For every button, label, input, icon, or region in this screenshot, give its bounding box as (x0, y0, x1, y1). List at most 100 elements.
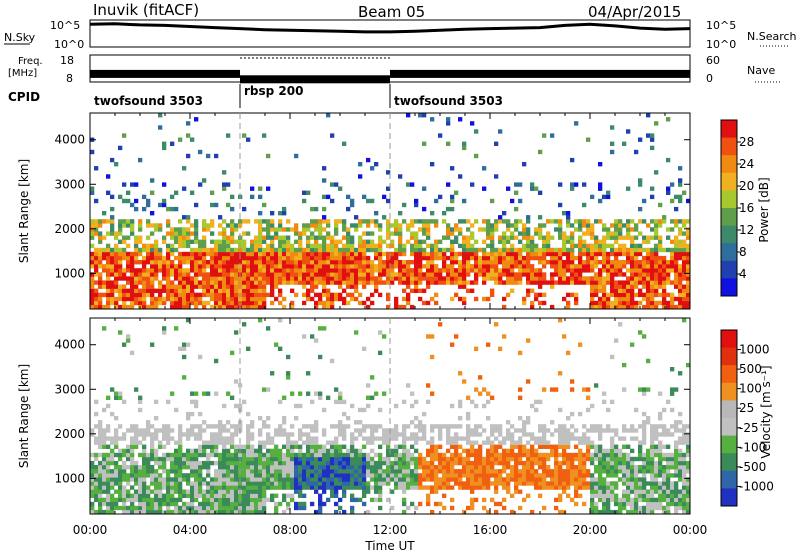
heat-cell (550, 449, 554, 453)
heat-cell (114, 481, 118, 485)
heat-cell (94, 256, 98, 260)
heat-cell (666, 158, 670, 162)
heat-cell (210, 219, 214, 223)
heat-cell (218, 215, 222, 219)
heat-cell (350, 248, 354, 252)
heat-cell (170, 280, 174, 284)
heat-cell (138, 158, 142, 162)
heat-cell (146, 490, 150, 494)
heat-cell (210, 276, 214, 280)
heat-cell (194, 404, 198, 408)
heat-cell (234, 248, 238, 252)
heat-cell (202, 248, 206, 252)
heat-cell (554, 473, 558, 477)
heat-cell (662, 215, 666, 219)
heat-cell (654, 121, 658, 125)
heat-cell (234, 485, 238, 489)
heat-cell (210, 268, 214, 272)
heat-cell (470, 441, 474, 445)
heat-cell (102, 436, 106, 440)
heat-cell (414, 219, 418, 223)
heat-cell (458, 485, 462, 489)
heat-cell (402, 244, 406, 248)
heat-cell (566, 264, 570, 268)
heat-cell (302, 272, 306, 276)
heat-cell (126, 453, 130, 457)
heat-cell (518, 256, 522, 260)
heat-cell (226, 473, 230, 477)
heat-cell (234, 477, 238, 481)
heat-cell (334, 231, 338, 235)
heat-cell (682, 297, 686, 301)
heat-cell (282, 227, 286, 231)
heat-cell (274, 477, 278, 481)
heat-cell (218, 223, 222, 227)
heat-cell (414, 280, 418, 284)
heat-cell (606, 244, 610, 248)
heat-cell (334, 219, 338, 223)
heat-cell (266, 387, 270, 391)
heat-cell (446, 436, 450, 440)
heat-cell (474, 264, 478, 268)
heat-cell (610, 142, 614, 146)
heat-cell (166, 207, 170, 211)
heat-cell (106, 465, 110, 469)
heat-cell (98, 260, 102, 264)
heat-cell (502, 485, 506, 489)
heat-cell (402, 400, 406, 404)
heat-cell (350, 297, 354, 301)
heat-cell (666, 264, 670, 268)
heat-cell (610, 453, 614, 457)
heat-cell (646, 276, 650, 280)
heat-cell (266, 485, 270, 489)
heat-cell (262, 252, 266, 256)
heat-cell (622, 502, 626, 506)
freq-left-tick-bottom: 8 (66, 72, 73, 85)
heat-cell (382, 441, 386, 445)
heat-cell (650, 280, 654, 284)
heat-cell (122, 219, 126, 223)
heat-cell (610, 293, 614, 297)
heat-cell (246, 256, 250, 260)
heat-cell (370, 432, 374, 436)
heat-cell (342, 457, 346, 461)
heat-cell (606, 481, 610, 485)
heat-cell (202, 264, 206, 268)
heat-cell (202, 240, 206, 244)
heat-cell (282, 280, 286, 284)
heat-cell (510, 276, 514, 280)
heat-cell (398, 276, 402, 280)
heat-cell (398, 453, 402, 457)
heat-cell (618, 477, 622, 481)
heat-cell (250, 260, 254, 264)
heat-cell (530, 473, 534, 477)
heat-cell (626, 227, 630, 231)
heat-cell (342, 142, 346, 146)
heat-cell (542, 236, 546, 240)
heat-cell (490, 260, 494, 264)
heat-cell (534, 485, 538, 489)
heat-cell (462, 264, 466, 268)
heat-cell (598, 498, 602, 502)
heat-cell (274, 231, 278, 235)
heat-cell (462, 297, 466, 301)
heat-cell (298, 428, 302, 432)
heat-cell (166, 473, 170, 477)
heat-cell (430, 441, 434, 445)
heat-cell (178, 347, 182, 351)
heat-cell (202, 252, 206, 256)
heat-cell (278, 485, 282, 489)
heat-cell (562, 272, 566, 276)
heat-cell (514, 219, 518, 223)
heat-cell (498, 481, 502, 485)
heat-cell (210, 256, 214, 260)
heat-cell (154, 276, 158, 280)
heat-cell (578, 494, 582, 498)
heat-cell (438, 276, 442, 280)
heat-cell (302, 280, 306, 284)
heat-cell (558, 371, 562, 375)
heat-cell (538, 494, 542, 498)
heat-cell (590, 231, 594, 235)
heat-cell (602, 477, 606, 481)
heat-cell (618, 264, 622, 268)
